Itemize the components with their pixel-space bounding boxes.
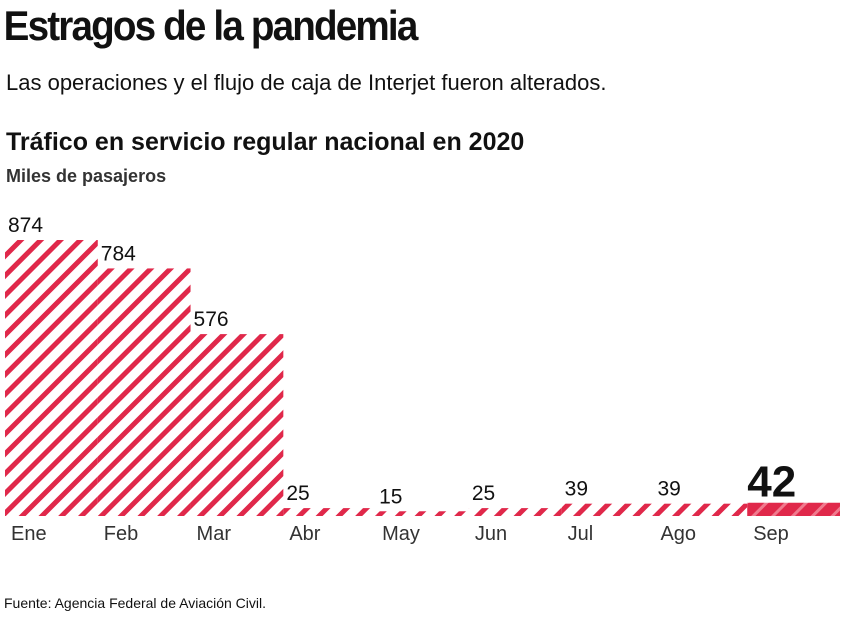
bar bbox=[747, 502, 840, 516]
value-label: 39 bbox=[565, 478, 588, 501]
x-tick-label: Sep bbox=[753, 523, 789, 545]
value-label: 42 bbox=[747, 458, 796, 507]
bar bbox=[190, 334, 284, 516]
value-label: 874 bbox=[8, 214, 43, 237]
bar bbox=[654, 503, 748, 516]
bar bbox=[561, 503, 655, 516]
chart-title: Tráfico en servicio regular nacional en … bbox=[6, 128, 524, 156]
x-tick-label: Abr bbox=[289, 523, 320, 545]
bar bbox=[5, 240, 98, 516]
value-label: 15 bbox=[379, 485, 402, 508]
x-tick-label: Mar bbox=[197, 523, 232, 545]
x-tick-label: Ago bbox=[660, 523, 696, 545]
value-label: 39 bbox=[657, 478, 680, 501]
bar bbox=[97, 268, 191, 516]
value-label: 576 bbox=[194, 308, 229, 331]
value-label: 25 bbox=[286, 482, 309, 505]
x-tick-label: Ene bbox=[11, 523, 47, 545]
unit-label: Miles de pasajeros bbox=[6, 166, 166, 186]
bar bbox=[283, 508, 377, 516]
source: Fuente: Agencia Federal de Aviación Civi… bbox=[4, 595, 266, 611]
value-label: 25 bbox=[472, 482, 495, 505]
x-tick-label: Jun bbox=[475, 523, 507, 545]
x-tick-label: May bbox=[382, 523, 420, 545]
title: Estragos de la pandemia bbox=[4, 1, 419, 49]
subtitle: Las operaciones y el flujo de caja de In… bbox=[6, 70, 607, 95]
x-tick-label: Feb bbox=[104, 523, 138, 545]
bar bbox=[376, 511, 469, 516]
x-tick-label: Jul bbox=[568, 523, 594, 545]
value-label: 784 bbox=[101, 242, 136, 265]
bar bbox=[468, 508, 562, 516]
